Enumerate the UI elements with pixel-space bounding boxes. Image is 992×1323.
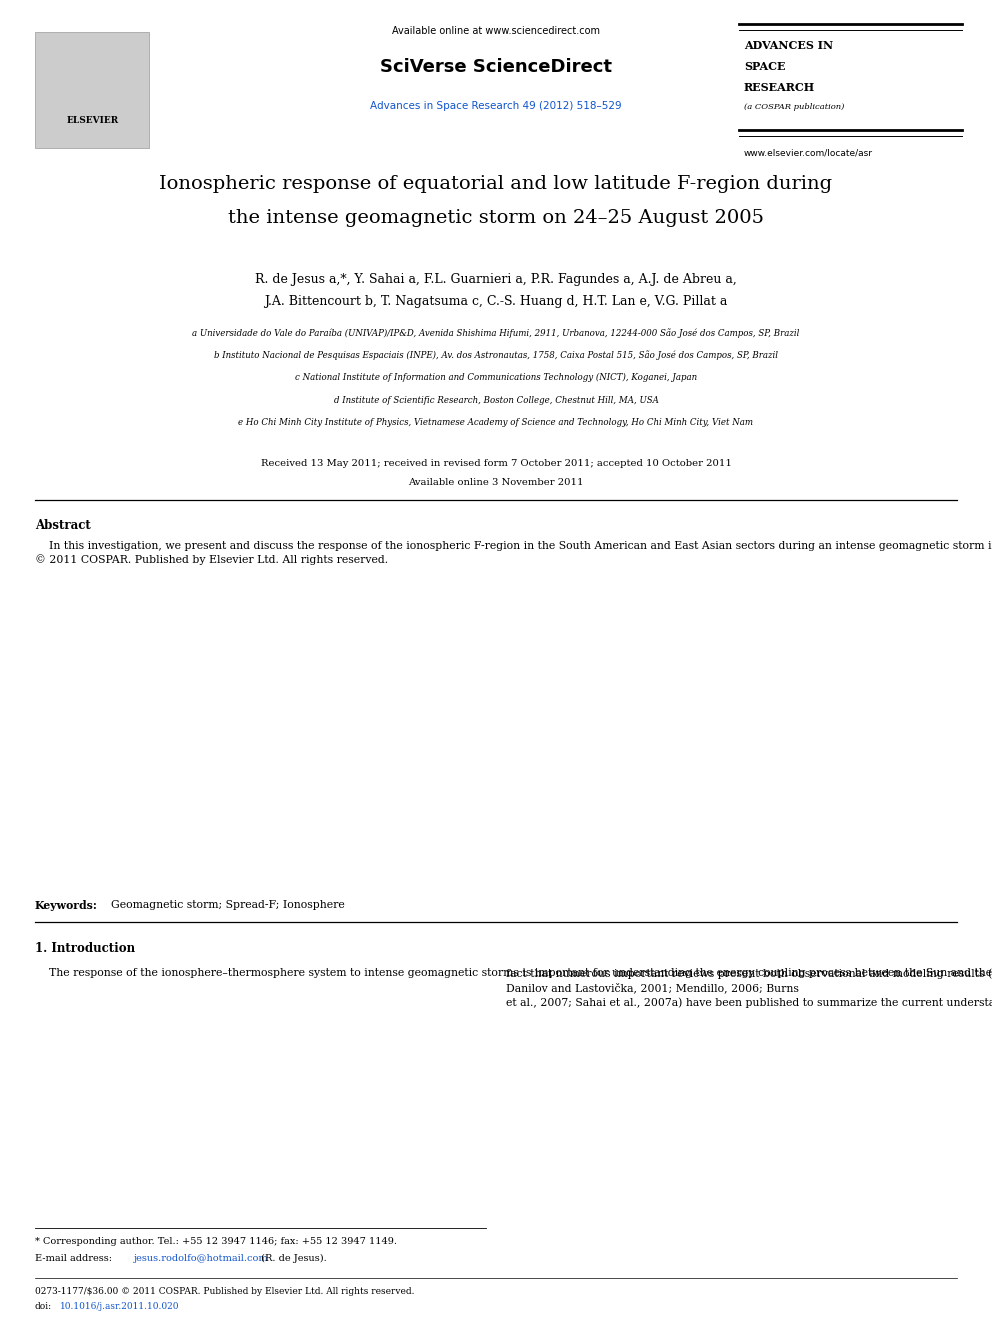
- Text: ELSEVIER: ELSEVIER: [66, 116, 118, 126]
- Text: Keywords:: Keywords:: [35, 900, 97, 910]
- Text: (a COSPAR publication): (a COSPAR publication): [744, 103, 844, 111]
- Text: Ionospheric response of equatorial and low latitude F-region during: Ionospheric response of equatorial and l…: [160, 175, 832, 193]
- Text: c National Institute of Information and Communications Technology (NICT), Kogane: c National Institute of Information and …: [295, 373, 697, 382]
- Text: E-mail address:: E-mail address:: [35, 1254, 115, 1263]
- Text: Available online at www.sciencedirect.com: Available online at www.sciencedirect.co…: [392, 26, 600, 37]
- Text: * Corresponding author. Tel.: +55 12 3947 1146; fax: +55 12 3947 1149.: * Corresponding author. Tel.: +55 12 394…: [35, 1237, 397, 1246]
- Text: (R. de Jesus).: (R. de Jesus).: [258, 1254, 326, 1263]
- Text: In this investigation, we present and discuss the response of the ionospheric F-: In this investigation, we present and di…: [35, 540, 992, 565]
- Bar: [35, 32, 149, 148]
- Text: www.elsevier.com/locate/asr: www.elsevier.com/locate/asr: [744, 148, 873, 157]
- Text: fact that numerous important reviews present both observational and modeling res: fact that numerous important reviews pre…: [506, 968, 992, 1008]
- Text: doi:: doi:: [35, 1302, 52, 1311]
- Text: J.A. Bittencourt b, T. Nagatsuma c, C.-S. Huang d, H.T. Lan e, V.G. Pillat a: J.A. Bittencourt b, T. Nagatsuma c, C.-S…: [264, 295, 728, 308]
- Text: 10.1016/j.asr.2011.10.020: 10.1016/j.asr.2011.10.020: [60, 1302, 179, 1311]
- Text: ADVANCES IN: ADVANCES IN: [744, 40, 833, 50]
- Text: a Universidade do Vale do Paraíba (UNIVAP)/IP&D, Avenida Shishima Hifumi, 2911, : a Universidade do Vale do Paraíba (UNIVA…: [192, 328, 800, 337]
- Text: 0273-1177/$36.00 © 2011 COSPAR. Published by Elsevier Ltd. All rights reserved.: 0273-1177/$36.00 © 2011 COSPAR. Publishe…: [35, 1287, 415, 1297]
- Text: Abstract: Abstract: [35, 519, 90, 532]
- Text: b Instituto Nacional de Pesquisas Espaciais (INPE), Av. dos Astronautas, 1758, C: b Instituto Nacional de Pesquisas Espaci…: [214, 351, 778, 360]
- Text: e Ho Chi Minh City Institute of Physics, Vietnamese Academy of Science and Techn: e Ho Chi Minh City Institute of Physics,…: [238, 418, 754, 427]
- Text: the intense geomagnetic storm on 24–25 August 2005: the intense geomagnetic storm on 24–25 A…: [228, 209, 764, 228]
- Text: d Institute of Scientific Research, Boston College, Chestnut Hill, MA, USA: d Institute of Scientific Research, Bost…: [333, 396, 659, 405]
- Text: Advances in Space Research 49 (2012) 518–529: Advances in Space Research 49 (2012) 518…: [370, 101, 622, 111]
- Text: Geomagnetic storm; Spread-F; Ionosphere: Geomagnetic storm; Spread-F; Ionosphere: [104, 900, 345, 910]
- Text: Received 13 May 2011; received in revised form 7 October 2011; accepted 10 Octob: Received 13 May 2011; received in revise…: [261, 459, 731, 468]
- Text: 1. Introduction: 1. Introduction: [35, 942, 135, 955]
- Text: jesus.rodolfo@hotmail.com: jesus.rodolfo@hotmail.com: [134, 1254, 269, 1263]
- Text: Available online 3 November 2011: Available online 3 November 2011: [409, 478, 583, 487]
- Text: RESEARCH: RESEARCH: [744, 82, 815, 93]
- Text: SPACE: SPACE: [744, 61, 786, 71]
- Text: SciVerse ScienceDirect: SciVerse ScienceDirect: [380, 58, 612, 77]
- Text: The response of the ionosphere–thermosphere system to intense geomagnetic storms: The response of the ionosphere–thermosph…: [35, 968, 992, 979]
- Text: R. de Jesus a,*, Y. Sahai a, F.L. Guarnieri a, P.R. Fagundes a, A.J. de Abreu a,: R. de Jesus a,*, Y. Sahai a, F.L. Guarni…: [255, 273, 737, 286]
